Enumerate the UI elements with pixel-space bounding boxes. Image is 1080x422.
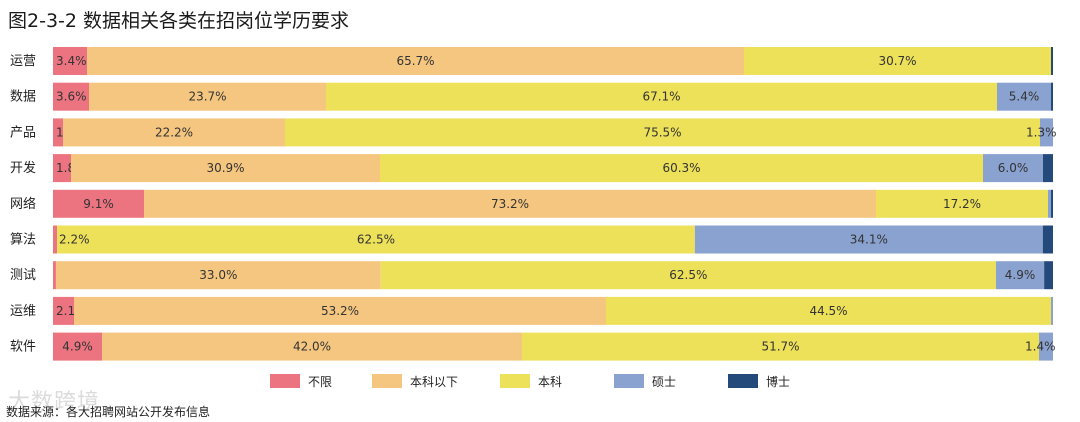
- legend-swatch: [728, 374, 758, 388]
- data-label: 60.3%: [662, 161, 700, 175]
- data-label: 9.1%: [83, 197, 114, 211]
- bar-segment: [1051, 296, 1053, 325]
- legend-item: 不限: [270, 374, 332, 389]
- data-label: 30.9%: [206, 161, 244, 175]
- data-label: 62.5%: [669, 268, 707, 282]
- bar-segment: [1048, 189, 1051, 218]
- bar-segment: [606, 296, 1051, 325]
- data-label: 22.2%: [155, 125, 193, 139]
- legend-swatch: [500, 374, 530, 388]
- data-label: 42.0%: [293, 340, 331, 354]
- data-label: 44.5%: [809, 304, 847, 318]
- legend-item: 博士: [728, 374, 790, 389]
- bar-segment: [326, 82, 997, 111]
- category-label: 产品: [10, 125, 36, 140]
- data-label: 67.1%: [642, 90, 680, 104]
- category-label: 测试: [10, 268, 36, 283]
- bar-segment: [53, 154, 71, 183]
- watermark-logo: 大数跨境: [8, 390, 101, 415]
- data-label: 2.2%: [59, 233, 90, 247]
- category-label: 算法: [10, 233, 36, 248]
- bar-segment: [744, 47, 1051, 75]
- legend-label: 博士: [766, 374, 790, 389]
- bar-segment: [53, 225, 58, 254]
- bar-segment: [53, 261, 56, 290]
- bar-segment: [53, 82, 89, 111]
- data-label: 17.2%: [943, 197, 981, 211]
- bar-segment: [144, 189, 876, 218]
- data-label: 33.0%: [199, 268, 237, 282]
- data-label: 3.6%: [56, 90, 87, 104]
- data-label: 53.2%: [321, 304, 359, 318]
- data-label: 34.1%: [850, 233, 888, 247]
- bar-segment: [285, 118, 1040, 147]
- bar-segment: [983, 154, 1043, 183]
- legend-label: 本科: [538, 375, 562, 389]
- bar-segment: [102, 332, 522, 361]
- bar-segment: [1051, 47, 1053, 75]
- category-label: 运维: [10, 304, 36, 319]
- data-label: 6.0%: [998, 161, 1029, 175]
- bar-segment: [87, 47, 744, 75]
- bar-segment: [876, 189, 1048, 218]
- data-label: 3.4%: [56, 54, 87, 68]
- data-label: 1.4%: [1025, 340, 1056, 354]
- data-label: 4.9%: [62, 340, 93, 354]
- bar-segment: [1039, 332, 1053, 361]
- data-label: 4.9%: [1005, 268, 1036, 282]
- data-label: 30.7%: [878, 54, 916, 68]
- legend-swatch: [270, 374, 300, 388]
- bar-segment: [380, 154, 983, 183]
- bar-segment: [53, 332, 102, 361]
- data-label: 65.7%: [396, 54, 434, 68]
- category-label: 开发: [10, 160, 36, 176]
- category-label: 数据: [10, 90, 36, 105]
- legend-swatch: [372, 374, 402, 388]
- bar-segment: [1051, 82, 1053, 111]
- bar-segment: [63, 118, 285, 147]
- data-label: 75.5%: [643, 125, 681, 139]
- category-label: 软件: [10, 340, 36, 355]
- legend-swatch: [614, 374, 644, 388]
- bar-segment: [694, 225, 1043, 254]
- legend-label: 不限: [308, 375, 332, 389]
- legend-label: 本科以下: [410, 375, 458, 389]
- legend-item: 本科以下: [372, 374, 458, 389]
- bar-segment: [53, 296, 74, 325]
- bar-segment: [1042, 225, 1053, 254]
- bar-segment: [522, 332, 1039, 361]
- bar-segment: [53, 189, 144, 218]
- data-label: 5.4%: [1009, 90, 1040, 104]
- legend-label: 硕士: [652, 375, 676, 389]
- bar-segment: [57, 225, 695, 254]
- legend-item: 硕士: [614, 374, 676, 389]
- bar-segment: [71, 154, 380, 183]
- bar-segment: [1051, 189, 1053, 218]
- bar-segment: [380, 261, 996, 290]
- bar-segment: [995, 261, 1045, 290]
- bar-segment: [997, 82, 1051, 111]
- bar-segment: [1040, 118, 1053, 147]
- bar-segment: [74, 296, 606, 325]
- data-label: 51.7%: [761, 340, 799, 354]
- bar-segment: [89, 82, 326, 111]
- bar-segment: [53, 118, 63, 147]
- bar-segment: [1043, 154, 1053, 183]
- bar-segment: [53, 47, 87, 75]
- data-source-note: 数据来源：各大招聘网站公开发布信息: [6, 405, 211, 419]
- legend-item: 本科: [500, 374, 562, 389]
- category-label: 网络: [10, 196, 36, 212]
- bar-segment: [55, 261, 381, 290]
- data-label: 1.3%: [1026, 125, 1057, 139]
- data-label: 23.7%: [188, 90, 226, 104]
- data-label: 73.2%: [491, 197, 529, 211]
- bar-segment: [1044, 261, 1053, 290]
- category-label: 运营: [10, 54, 36, 69]
- data-label: 62.5%: [357, 233, 395, 247]
- chart-title: 图2-3-2 数据相关各类在招岗位学历要求: [8, 10, 350, 32]
